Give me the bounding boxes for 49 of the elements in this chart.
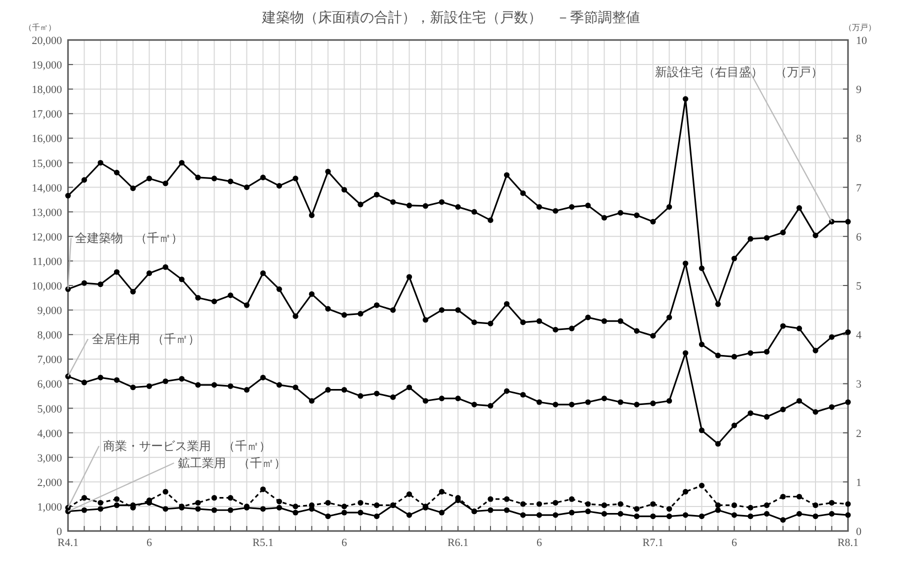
y-tick-label: 15,000 <box>32 158 62 170</box>
x-tick-label: R6.1 <box>447 537 469 549</box>
y-tick-label: 20,000 <box>32 35 62 47</box>
y2-tick-label: 8 <box>856 133 862 146</box>
x-tick-label: 6 <box>732 537 738 549</box>
text: 新設住宅（右目盛） （万戸） <box>655 65 823 79</box>
y-tick-label: 3,000 <box>37 452 62 464</box>
y-tick-label: 19,000 <box>32 60 62 72</box>
x-tick-label: 6 <box>342 537 348 549</box>
y2-tick-label: 5 <box>856 280 862 292</box>
y2-tick-label: 3 <box>856 378 862 391</box>
text: 鉱工業用 （千㎡） <box>178 456 286 470</box>
y-tick-label: 8,000 <box>37 330 62 342</box>
y2-tick-label: 9 <box>856 84 862 96</box>
y-tick-label: 7,000 <box>37 354 62 366</box>
text: 全居住用 （千㎡） <box>92 332 200 346</box>
y2-tick-label: 7 <box>856 182 862 194</box>
y2-tick-label: 1 <box>856 476 862 489</box>
y-tick-label: 13,000 <box>32 206 62 219</box>
y-tick-label: 14,000 <box>32 182 62 194</box>
x-tick-label: R4.1 <box>57 537 79 549</box>
y-tick-label: 5,000 <box>37 403 62 416</box>
y2-tick-label: 10 <box>856 35 868 47</box>
y-tick-label: 12,000 <box>32 231 62 244</box>
y-tick-label: 9,000 <box>37 305 62 318</box>
x-tick-label: R5.1 <box>252 537 274 549</box>
y-tick-label: 1,000 <box>37 501 62 514</box>
x-tick-label: R7.1 <box>642 537 664 549</box>
text: 商業・サービス業用 （千㎡） <box>103 439 271 453</box>
y2-tick-label: 0 <box>856 526 862 538</box>
text: 全建築物 （千㎡） <box>75 231 183 245</box>
y2-tick-label: 4 <box>856 330 862 342</box>
y-tick-label: 17,000 <box>32 108 62 121</box>
y-tick-label: 4,000 <box>37 428 62 440</box>
x-tick-label: 6 <box>146 537 152 549</box>
y-axis-title: （千㎡） <box>24 23 56 32</box>
chart-title: 建築物（床面積の合計），新設住宅（戸数） －季節調整値 <box>261 10 640 26</box>
y-tick-label: 11,000 <box>32 256 62 268</box>
y-tick-label: 16,000 <box>32 133 62 146</box>
y-tick-label: 6,000 <box>37 378 62 391</box>
y-tick-label: 10,000 <box>32 280 62 292</box>
y2-axis-title: （万戸） <box>844 23 876 32</box>
y2-tick-label: 6 <box>856 231 862 244</box>
x-tick-label: R8.1 <box>837 537 859 549</box>
y-tick-label: 18,000 <box>32 84 62 96</box>
x-tick-label: 6 <box>536 537 542 549</box>
y2-tick-label: 2 <box>856 428 862 440</box>
y-tick-label: 2,000 <box>37 476 62 489</box>
y-tick-label: 0 <box>56 526 62 538</box>
